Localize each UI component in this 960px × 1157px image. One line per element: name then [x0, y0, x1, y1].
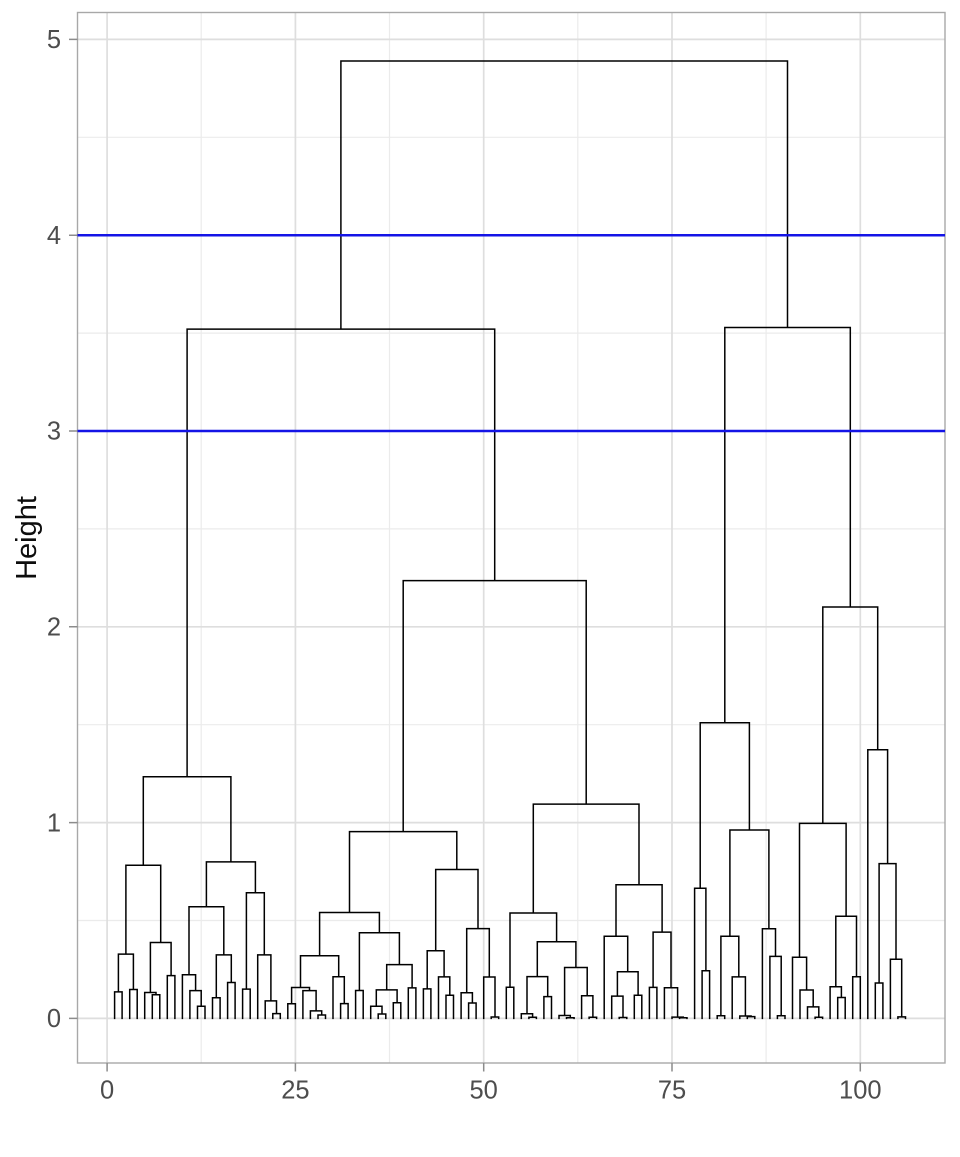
svg-text:0: 0 [100, 1077, 114, 1105]
svg-text:2: 2 [47, 614, 61, 642]
svg-text:3: 3 [47, 418, 61, 446]
svg-text:25: 25 [281, 1077, 309, 1105]
svg-text:0: 0 [47, 1005, 61, 1033]
svg-text:4: 4 [47, 222, 61, 250]
svg-text:1: 1 [47, 809, 61, 837]
svg-text:100: 100 [839, 1077, 882, 1105]
svg-text:50: 50 [470, 1077, 498, 1105]
svg-text:5: 5 [47, 26, 61, 54]
svg-text:75: 75 [658, 1077, 686, 1105]
svg-text:Height: Height [11, 496, 43, 580]
